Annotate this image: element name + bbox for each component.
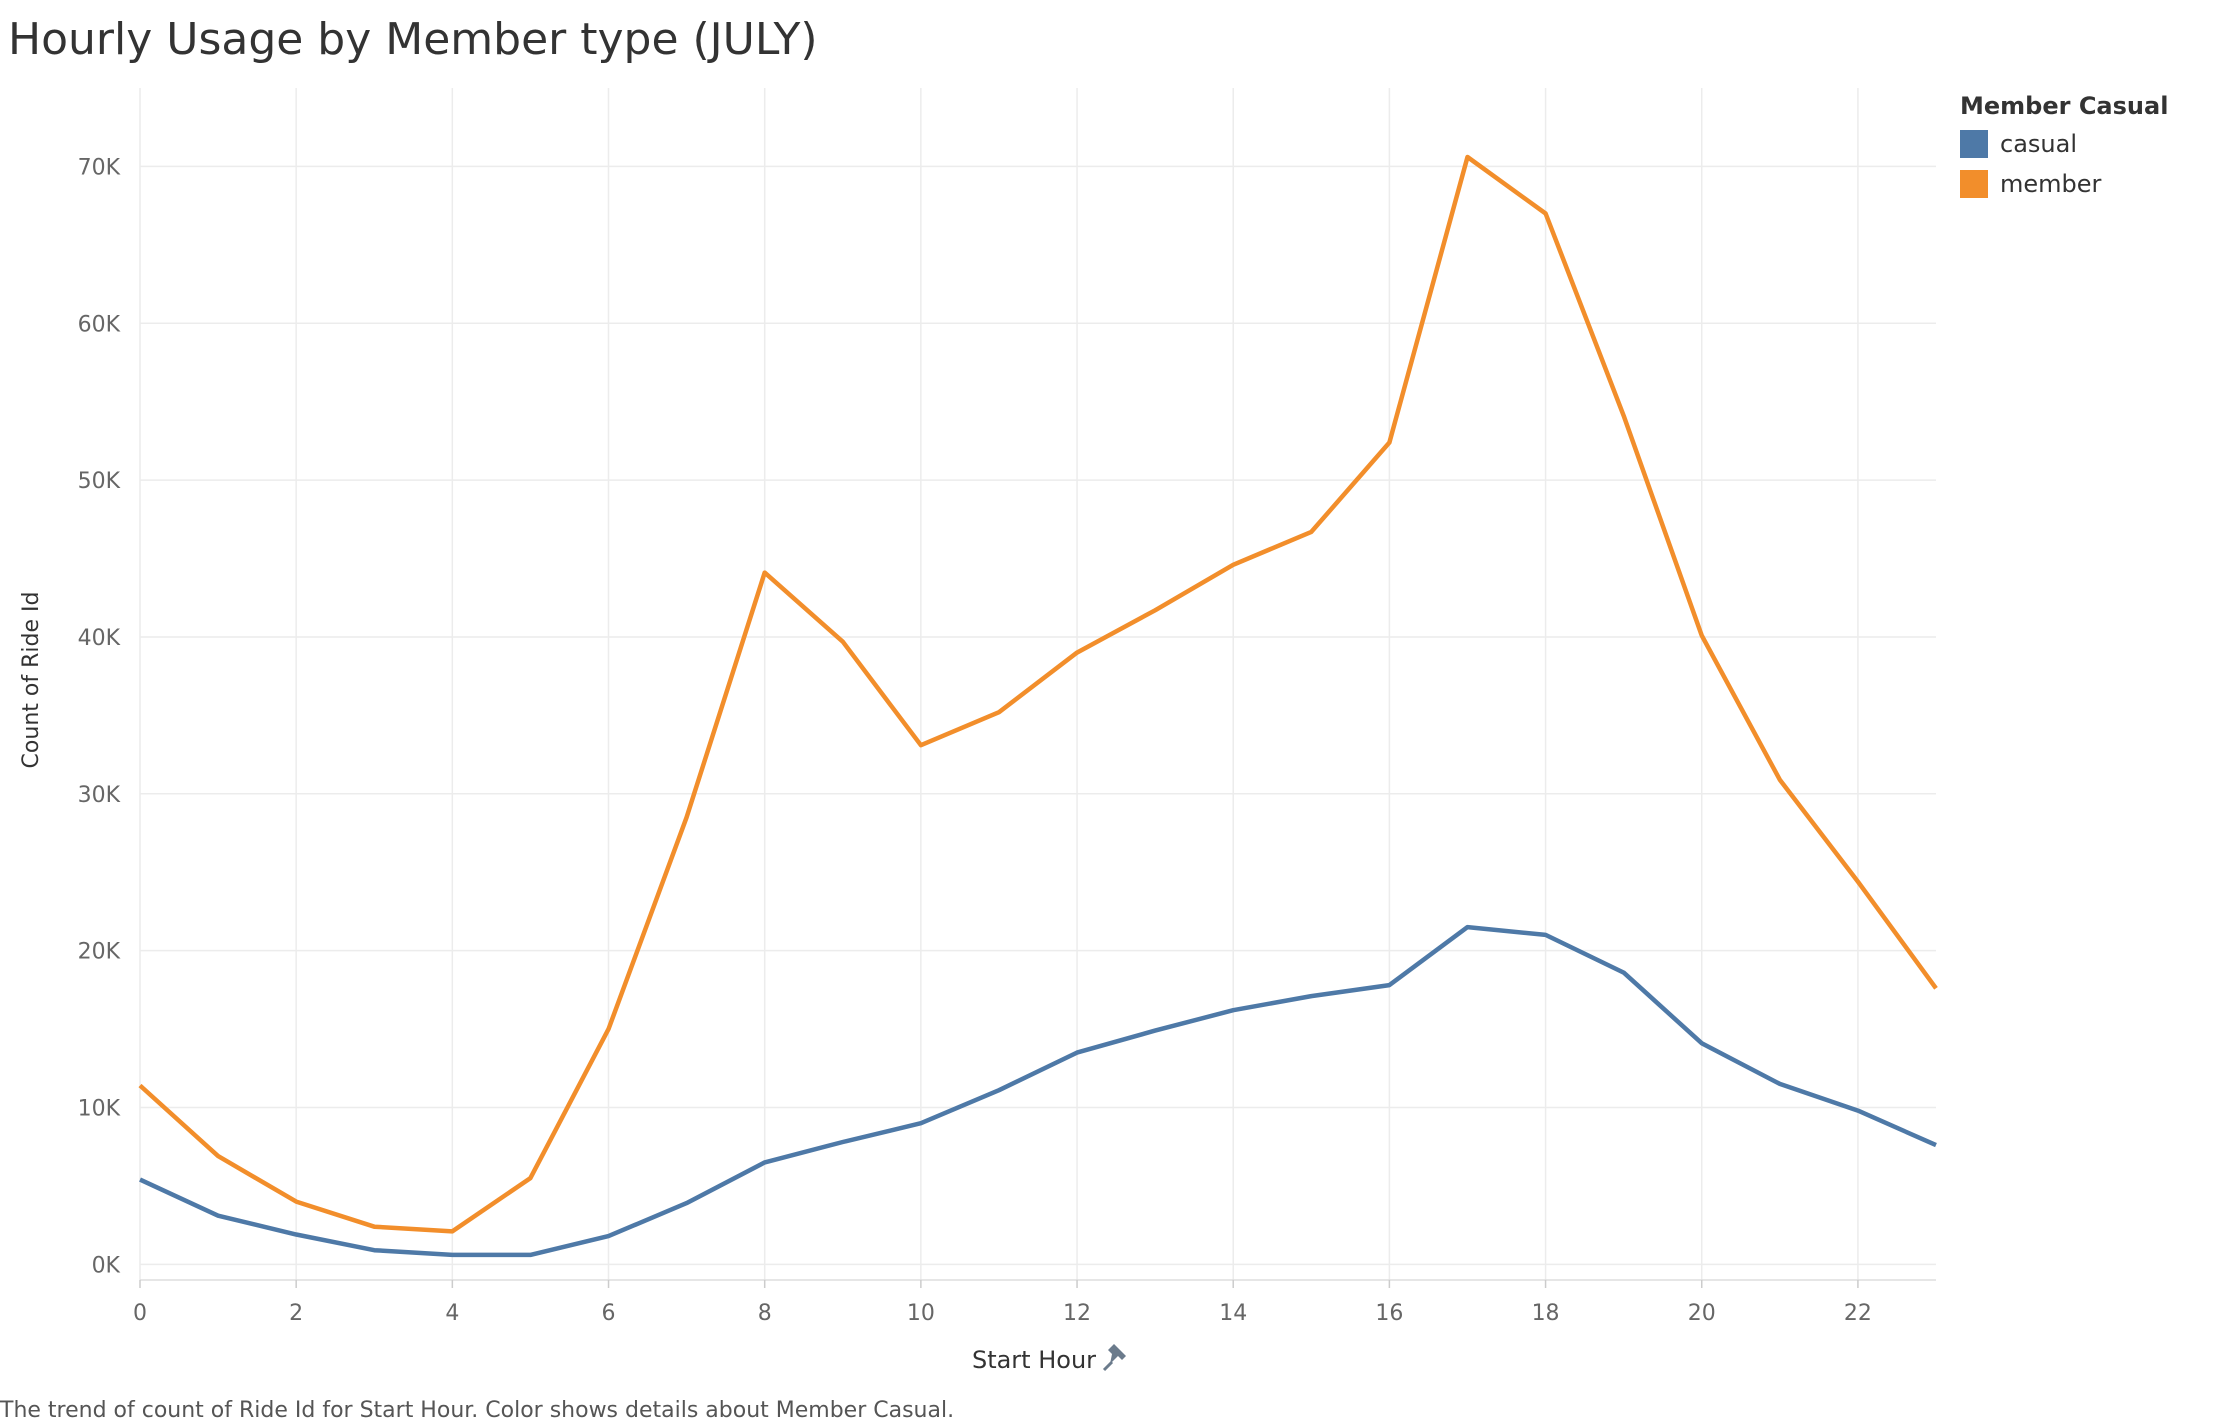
grid-lines bbox=[139, 88, 1936, 1281]
y-tick-label: 20K bbox=[78, 940, 121, 965]
x-tick-label: 12 bbox=[1063, 1301, 1091, 1326]
x-tick-label: 10 bbox=[907, 1301, 935, 1326]
y-tick-label: 30K bbox=[78, 783, 121, 808]
x-tick-label: 14 bbox=[1219, 1301, 1247, 1326]
x-tick-label: 16 bbox=[1375, 1301, 1403, 1326]
legend-swatch-casual bbox=[1960, 130, 1988, 158]
pin-icon[interactable] bbox=[1102, 1344, 1126, 1372]
legend-item-casual[interactable]: casual bbox=[1960, 130, 2168, 158]
y-axis-label: Count of Ride Id bbox=[19, 592, 44, 769]
x-tick-label: 8 bbox=[758, 1301, 772, 1326]
y-tick-label: 40K bbox=[78, 626, 121, 651]
page-title: Hourly Usage by Member type (JULY) bbox=[8, 14, 818, 65]
legend: Member Casual casual member bbox=[1960, 92, 2168, 210]
x-tick-label: 20 bbox=[1688, 1301, 1716, 1326]
y-tick-label: 0K bbox=[92, 1253, 121, 1278]
legend-label-member: member bbox=[2000, 170, 2102, 198]
legend-label-casual: casual bbox=[2000, 130, 2077, 158]
legend-title: Member Casual bbox=[1960, 92, 2169, 120]
legend-item-member[interactable]: member bbox=[1960, 170, 2168, 198]
x-tick-label: 6 bbox=[602, 1301, 616, 1326]
x-tick-label: 2 bbox=[289, 1301, 303, 1326]
y-axis-ticks: 0K 10K 20K 30K 40K 50K 60K 70K bbox=[78, 155, 121, 1278]
x-tick-label: 0 bbox=[133, 1301, 147, 1326]
y-tick-label: 60K bbox=[78, 312, 121, 337]
y-tick-label: 50K bbox=[78, 469, 121, 494]
series-line-member[interactable] bbox=[138, 154, 1938, 1234]
x-tick-label: 18 bbox=[1532, 1301, 1560, 1326]
x-axis-ticks: 0 2 4 6 8 10 12 14 16 18 20 22 bbox=[133, 1280, 1872, 1326]
series-line-casual[interactable] bbox=[139, 924, 1937, 1258]
x-tick-label: 4 bbox=[445, 1301, 459, 1326]
x-axis-label: Start Hour bbox=[972, 1346, 1096, 1374]
y-tick-label: 10K bbox=[78, 1096, 121, 1121]
series-lines bbox=[138, 154, 1938, 1258]
x-tick-label: 22 bbox=[1844, 1301, 1872, 1326]
legend-swatch-member bbox=[1960, 170, 1988, 198]
y-tick-label: 70K bbox=[78, 155, 121, 180]
chart-caption: The trend of count of Ride Id for Start … bbox=[0, 1398, 955, 1423]
